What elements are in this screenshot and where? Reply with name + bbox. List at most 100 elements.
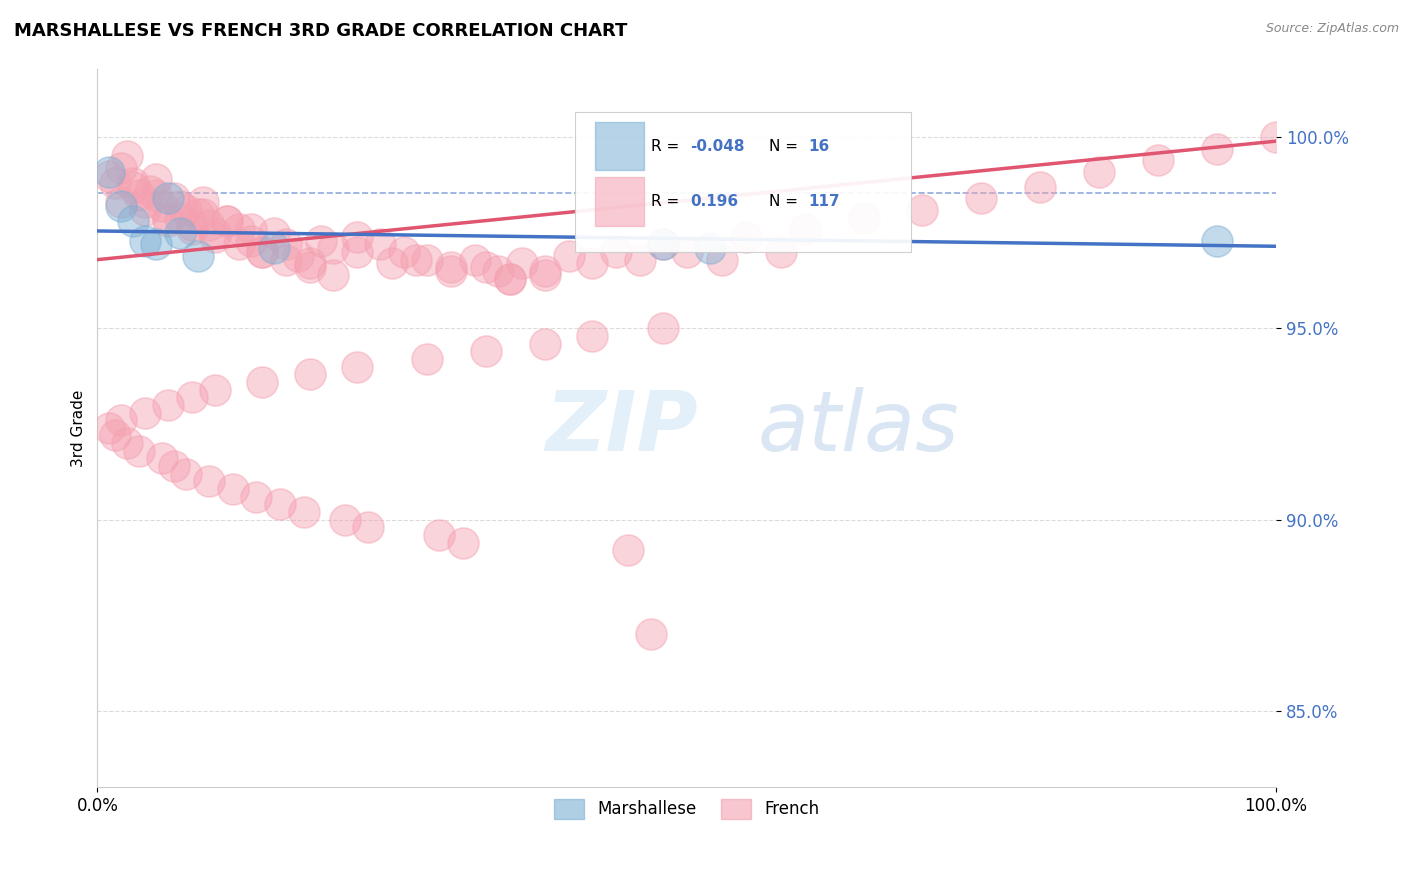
Point bbox=[793, 222, 815, 236]
Point bbox=[174, 202, 197, 217]
Text: -0.048: -0.048 bbox=[690, 138, 745, 153]
Legend: Marshallese, French: Marshallese, French bbox=[547, 792, 827, 826]
Point bbox=[263, 226, 285, 240]
Point bbox=[163, 192, 186, 206]
Point bbox=[440, 264, 463, 278]
Text: Source: ZipAtlas.com: Source: ZipAtlas.com bbox=[1265, 22, 1399, 36]
Point bbox=[145, 187, 167, 202]
Point bbox=[346, 229, 368, 244]
Point bbox=[1088, 165, 1111, 179]
Point bbox=[215, 214, 238, 228]
Point bbox=[628, 252, 651, 267]
Text: MARSHALLESE VS FRENCH 3RD GRADE CORRELATION CHART: MARSHALLESE VS FRENCH 3RD GRADE CORRELAT… bbox=[14, 22, 627, 40]
Point bbox=[510, 256, 533, 270]
Point bbox=[734, 229, 756, 244]
FancyBboxPatch shape bbox=[595, 122, 644, 170]
Point bbox=[322, 241, 344, 255]
Point bbox=[416, 352, 439, 367]
Point bbox=[121, 176, 143, 190]
Point bbox=[475, 344, 498, 359]
Point bbox=[157, 214, 180, 228]
Point bbox=[769, 245, 792, 260]
Point bbox=[581, 256, 603, 270]
FancyBboxPatch shape bbox=[595, 178, 644, 226]
Point bbox=[652, 237, 675, 252]
Point bbox=[187, 249, 209, 263]
Point bbox=[652, 237, 675, 252]
Point bbox=[239, 234, 262, 248]
Point bbox=[98, 421, 121, 435]
Point bbox=[98, 169, 121, 183]
Point bbox=[157, 192, 180, 206]
Point bbox=[911, 202, 934, 217]
Point bbox=[287, 249, 309, 263]
Point bbox=[1147, 153, 1170, 168]
Point bbox=[605, 245, 627, 260]
Point bbox=[169, 211, 191, 225]
Point bbox=[150, 451, 173, 466]
Text: N =: N = bbox=[769, 194, 803, 209]
Point bbox=[534, 268, 557, 282]
Point bbox=[699, 241, 721, 255]
Point bbox=[475, 260, 498, 275]
Point bbox=[163, 459, 186, 474]
Point bbox=[145, 172, 167, 186]
Point bbox=[98, 165, 121, 179]
Text: ZIP: ZIP bbox=[546, 387, 697, 468]
Point bbox=[558, 249, 581, 263]
Point bbox=[150, 199, 173, 213]
Point bbox=[228, 222, 250, 236]
Point bbox=[174, 467, 197, 481]
Point bbox=[180, 222, 202, 236]
Point bbox=[228, 237, 250, 252]
Point bbox=[333, 512, 356, 526]
Point bbox=[110, 161, 132, 175]
Point bbox=[187, 207, 209, 221]
Point bbox=[139, 184, 162, 198]
Text: 0.196: 0.196 bbox=[690, 194, 738, 209]
Point bbox=[269, 497, 291, 511]
Point bbox=[134, 202, 156, 217]
Point bbox=[110, 195, 132, 210]
Point bbox=[252, 245, 274, 260]
Point bbox=[405, 252, 427, 267]
Point bbox=[292, 505, 315, 519]
Point bbox=[115, 149, 138, 163]
Point bbox=[1265, 130, 1288, 145]
Text: 117: 117 bbox=[808, 194, 839, 209]
Point bbox=[274, 237, 297, 252]
Point bbox=[298, 260, 321, 275]
Point bbox=[252, 245, 274, 260]
Point bbox=[970, 192, 993, 206]
Point bbox=[215, 214, 238, 228]
Point bbox=[640, 627, 662, 641]
Point bbox=[711, 252, 734, 267]
Point bbox=[652, 321, 675, 335]
Point bbox=[1206, 142, 1229, 156]
Point bbox=[534, 336, 557, 351]
Point bbox=[169, 199, 191, 213]
Point bbox=[128, 187, 150, 202]
Point bbox=[263, 241, 285, 255]
Point bbox=[346, 359, 368, 374]
Point bbox=[499, 272, 522, 286]
Point bbox=[298, 368, 321, 382]
Point bbox=[581, 329, 603, 343]
Point bbox=[311, 234, 333, 248]
Point bbox=[110, 199, 132, 213]
Point bbox=[1029, 180, 1052, 194]
Point bbox=[157, 398, 180, 412]
Text: 16: 16 bbox=[808, 138, 830, 153]
Point bbox=[464, 252, 486, 267]
Point bbox=[104, 428, 127, 442]
FancyBboxPatch shape bbox=[575, 112, 911, 252]
Point bbox=[252, 375, 274, 389]
Point bbox=[128, 443, 150, 458]
Text: R =: R = bbox=[651, 138, 685, 153]
Point bbox=[322, 268, 344, 282]
Point bbox=[157, 211, 180, 225]
Point bbox=[134, 406, 156, 420]
Text: N =: N = bbox=[769, 138, 803, 153]
Point bbox=[245, 490, 267, 504]
Point bbox=[121, 180, 143, 194]
